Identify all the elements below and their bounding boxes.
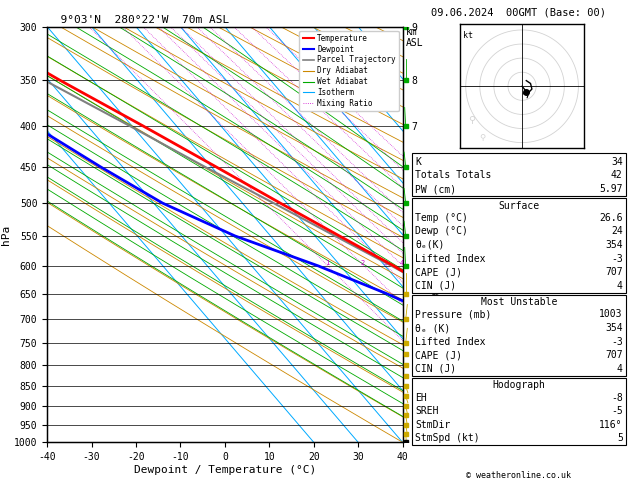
Text: Lifted Index: Lifted Index [415,337,486,347]
Text: θₑ(K): θₑ(K) [415,240,445,250]
Text: Most Unstable: Most Unstable [481,297,557,307]
Text: 1003: 1003 [599,310,623,319]
Text: Totals Totals: Totals Totals [415,171,491,180]
Text: km
ASL: km ASL [406,27,423,48]
Text: θₑ (K): θₑ (K) [415,323,450,333]
Text: -5: -5 [611,406,623,416]
Text: CAPE (J): CAPE (J) [415,350,462,360]
Text: Mixing Ratio (g/kg): Mixing Ratio (g/kg) [433,233,442,335]
Text: 09.06.2024  00GMT (Base: 00): 09.06.2024 00GMT (Base: 00) [431,7,606,17]
Text: CIN (J): CIN (J) [415,281,456,291]
Text: Surface: Surface [498,201,540,210]
Text: PW (cm): PW (cm) [415,184,456,194]
Text: -3: -3 [611,337,623,347]
Text: StmDir: StmDir [415,420,450,430]
Text: 5.97: 5.97 [599,184,623,194]
Y-axis label: hPa: hPa [1,225,11,244]
Text: StmSpd (kt): StmSpd (kt) [415,434,480,443]
Text: 354: 354 [605,323,623,333]
Text: Dewp (°C): Dewp (°C) [415,226,468,236]
Text: -3: -3 [611,254,623,263]
Text: 4: 4 [617,364,623,374]
Text: 2: 2 [361,260,365,266]
Text: 1: 1 [325,260,329,266]
Text: 4: 4 [399,260,404,266]
Text: © weatheronline.co.uk: © weatheronline.co.uk [467,471,571,480]
X-axis label: Dewpoint / Temperature (°C): Dewpoint / Temperature (°C) [134,465,316,475]
Text: Hodograph: Hodograph [493,381,545,390]
Text: -8: -8 [611,393,623,402]
Text: 707: 707 [605,267,623,277]
Text: K: K [415,157,421,167]
Text: 9°03'N  280°22'W  70m ASL: 9°03'N 280°22'W 70m ASL [47,15,230,25]
Text: ⚲: ⚲ [468,115,475,125]
Text: kt: kt [463,31,473,40]
Text: 42: 42 [611,171,623,180]
Text: 34: 34 [611,157,623,167]
Text: CIN (J): CIN (J) [415,364,456,374]
Legend: Temperature, Dewpoint, Parcel Trajectory, Dry Adiabat, Wet Adiabat, Isotherm, Mi: Temperature, Dewpoint, Parcel Trajectory… [299,31,399,111]
Text: 116°: 116° [599,420,623,430]
Text: EH: EH [415,393,427,402]
Text: SREH: SREH [415,406,438,416]
Text: ⚲: ⚲ [479,133,486,142]
Text: 5: 5 [617,434,623,443]
Text: 707: 707 [605,350,623,360]
Text: 3: 3 [383,260,387,266]
Text: CAPE (J): CAPE (J) [415,267,462,277]
Text: Temp (°C): Temp (°C) [415,213,468,223]
Text: 354: 354 [605,240,623,250]
Text: 26.6: 26.6 [599,213,623,223]
Text: 4: 4 [617,281,623,291]
Text: Pressure (mb): Pressure (mb) [415,310,491,319]
Text: Lifted Index: Lifted Index [415,254,486,263]
Text: 24: 24 [611,226,623,236]
